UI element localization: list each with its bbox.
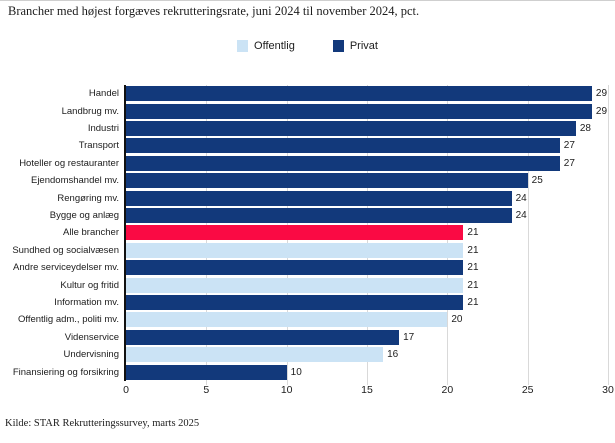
bar-row: 24: [126, 189, 608, 206]
bar-value-label: 16: [387, 349, 399, 361]
bar-row: 17: [126, 329, 608, 346]
bar-row: 21: [126, 224, 608, 241]
bar-value-label: 27: [563, 157, 575, 169]
category-label: Rengøring mv.: [57, 192, 119, 204]
bar-row: 27: [126, 155, 608, 172]
category-label: Information mv.: [54, 297, 119, 309]
category-label: Andre serviceydelser mv.: [13, 262, 119, 274]
category-label: Videnservice: [64, 331, 119, 343]
legend-label: Offentlig: [254, 40, 295, 52]
bar-row: 21: [126, 259, 608, 276]
bar: [126, 155, 560, 171]
bar-value-label: 21: [467, 244, 479, 256]
bar-value-label: 25: [531, 175, 543, 187]
bar: [126, 242, 464, 258]
x-axis: 0 5 10 15 20 25 30: [123, 384, 614, 398]
bar-row: 16: [126, 346, 608, 363]
x-tick-label: 30: [602, 384, 614, 396]
category-label: Hoteller og restauranter: [19, 157, 119, 169]
bar-value-label: 21: [467, 262, 479, 274]
bar: [126, 138, 560, 154]
category-label: Offentlig adm., politi mv.: [17, 314, 119, 326]
bar-value-label: 24: [515, 192, 527, 204]
bar-value-label: 24: [515, 210, 527, 222]
bar-value-label: 10: [290, 366, 302, 378]
legend-item-offentlig: Offentlig: [237, 40, 295, 52]
bar-value-label: 20: [451, 314, 463, 326]
category-label: Landbrug mv.: [61, 105, 119, 117]
chart-title: Brancher med højest forgæves rekrutterin…: [8, 4, 420, 18]
bar-value-label: 27: [563, 140, 575, 152]
legend-label: Privat: [349, 40, 378, 52]
bar-value-label: 29: [595, 105, 608, 117]
x-tick-label: 0: [123, 384, 129, 396]
source-note: Kilde: STAR Rekrutteringssurvey, marts 2…: [5, 418, 200, 429]
bar-row: 29: [126, 85, 608, 102]
bar-row: 21: [126, 294, 608, 311]
gridline: [527, 85, 529, 385]
bar-value-label: 17: [403, 331, 415, 343]
bar: [126, 190, 512, 206]
bar-row: 21: [126, 242, 608, 259]
bar: [126, 121, 576, 137]
x-tick-label: 25: [521, 384, 534, 396]
category-labels: Handel Landbrug mv. Industri Transport Hotel…: [0, 85, 124, 381]
bar: [126, 225, 464, 241]
bar: [126, 312, 448, 328]
bar: [126, 208, 512, 224]
bar: [126, 260, 464, 276]
bar: [126, 347, 384, 363]
bar-row: 20: [126, 311, 608, 328]
bar-value-label: 29: [595, 88, 608, 100]
category-label: Transport: [78, 140, 119, 152]
bar-row: 25: [126, 172, 608, 189]
bar-value-label: 21: [467, 297, 479, 309]
category-label: Industri: [87, 123, 119, 135]
bar-row: 21: [126, 276, 608, 293]
bar-value-label: 28: [579, 123, 591, 135]
x-tick-label: 10: [280, 384, 293, 396]
x-tick-label: 15: [361, 384, 373, 396]
legend: Offentlig Privat: [0, 40, 615, 52]
bar: [126, 364, 287, 380]
bar-row: 29: [126, 102, 608, 119]
bar: [126, 295, 464, 311]
x-tick-label: 20: [441, 384, 454, 396]
plot-area: 29 29 28 27 27 25 24 24 21 21 21 21 21 20 17 16 10: [124, 85, 609, 385]
legend-swatch-offentlig-icon: [237, 40, 249, 52]
chart-area: Handel Landbrug mv. Industri Transport Hotel…: [0, 85, 609, 385]
bar-value-label: 21: [467, 279, 479, 291]
category-label: Alle brancher: [63, 227, 119, 239]
bar-value-label: 21: [467, 227, 479, 239]
bar-row: 10: [126, 364, 608, 381]
category-label: Sundhed og socialvæsen: [12, 244, 119, 256]
bar: [126, 277, 464, 293]
category-label: Handel: [88, 88, 119, 100]
gridline: [608, 85, 609, 385]
bar-row: 27: [126, 137, 608, 154]
bar-row: 24: [126, 207, 608, 224]
legend-swatch-privat-icon: [332, 40, 344, 52]
bar: [126, 86, 592, 102]
x-tick-label: 5: [203, 384, 210, 396]
bar: [126, 173, 528, 189]
bar: [126, 329, 400, 345]
legend-item-privat: Privat: [332, 40, 378, 52]
category-label: Ejendomshandel mv.: [30, 175, 119, 187]
category-label: Bygge og anlæg: [49, 210, 119, 222]
category-label: Finansiering og forsikring: [12, 366, 119, 378]
bar-row: 28: [126, 120, 608, 137]
bar: [126, 103, 592, 119]
category-label: Kultur og fritid: [60, 279, 119, 291]
category-label: Undervisning: [63, 349, 119, 361]
